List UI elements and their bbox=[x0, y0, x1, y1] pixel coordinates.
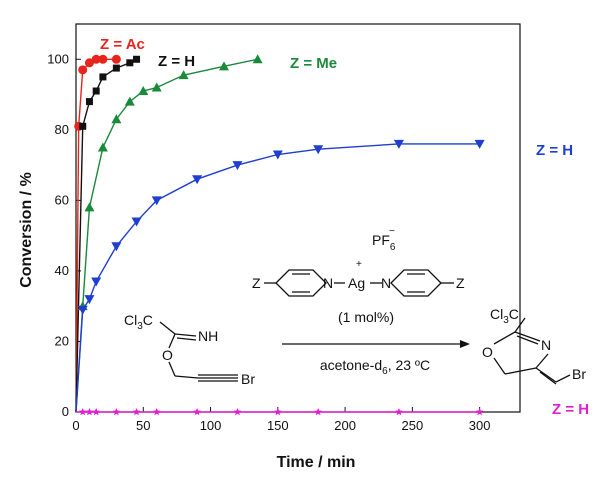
data-point-series-1 bbox=[112, 64, 120, 72]
data-point-series-3 bbox=[313, 145, 324, 155]
data-point-series-4 bbox=[274, 408, 282, 416]
series-label-ac: Z = Ac bbox=[100, 36, 145, 53]
data-point-series-2 bbox=[219, 61, 229, 71]
conditions: acetone-d6, 23 ºC bbox=[320, 357, 430, 377]
n-left: N bbox=[323, 275, 333, 291]
z-right: Z bbox=[456, 275, 465, 291]
x-tick-label: 150 bbox=[267, 418, 289, 433]
data-point-series-4 bbox=[112, 408, 121, 416]
x-tick-label: 250 bbox=[402, 418, 424, 433]
y-tick-label: 80 bbox=[55, 122, 69, 137]
data-point-series-3 bbox=[474, 139, 485, 149]
data-point-series-3 bbox=[192, 175, 203, 185]
data-point-series-3 bbox=[131, 217, 142, 227]
ticks: 0 50 100 150 200 250 300 0 20 40 60 80 100 bbox=[47, 51, 490, 433]
data-point-series-3 bbox=[84, 295, 95, 305]
data-point-series-3 bbox=[91, 277, 102, 287]
data-point-series-2 bbox=[97, 142, 108, 152]
product-o: O bbox=[482, 344, 493, 360]
n-right: N bbox=[381, 275, 391, 291]
y-axis-title: Conversion / % bbox=[18, 172, 35, 288]
data-point-series-0 bbox=[111, 54, 121, 64]
data-point-series-2 bbox=[111, 114, 122, 124]
data-point-series-0 bbox=[91, 54, 101, 64]
y-tick-label: 60 bbox=[55, 192, 69, 207]
y-tick-label: 20 bbox=[55, 333, 69, 348]
substrate-o: O bbox=[162, 347, 173, 363]
data-point-series-3 bbox=[151, 196, 162, 206]
data-point-series-2 bbox=[124, 96, 135, 106]
z-left: Z bbox=[252, 275, 261, 291]
data-point-series-2 bbox=[252, 54, 263, 64]
y-tick-label: 0 bbox=[62, 404, 69, 419]
data-point-series-2 bbox=[151, 82, 162, 92]
data-point-series-4 bbox=[395, 408, 403, 416]
data-point-series-4 bbox=[78, 408, 87, 416]
substrate-cl3c: Cl3C bbox=[124, 312, 153, 332]
metal: Ag bbox=[348, 275, 365, 291]
product-cl3c: Cl3C bbox=[490, 306, 519, 326]
pyridine-right bbox=[370, 269, 454, 297]
series-line-0 bbox=[75, 58, 117, 413]
pyridine-left bbox=[264, 269, 345, 297]
product-n: N bbox=[541, 337, 551, 353]
data-point-series-0 bbox=[78, 65, 88, 75]
substrate-bonds bbox=[159, 321, 238, 382]
data-point-series-4 bbox=[233, 408, 242, 416]
axes bbox=[75, 23, 521, 413]
product-br: Br bbox=[572, 366, 586, 382]
y-tick-label: 100 bbox=[47, 51, 69, 66]
data-point-series-3 bbox=[111, 242, 122, 252]
series-label-me: Z = Me bbox=[290, 55, 337, 72]
data-point-series-4 bbox=[92, 408, 100, 416]
data-point-series-1 bbox=[85, 98, 93, 106]
x-tick-label: 300 bbox=[469, 418, 491, 433]
series-label-h-black: Z = H bbox=[158, 53, 195, 70]
data-point-series-2 bbox=[138, 86, 149, 96]
data-point-series-1 bbox=[133, 55, 141, 63]
substrate-nh: NH bbox=[198, 328, 218, 344]
data-point-series-1 bbox=[92, 87, 100, 95]
data-point-series-1 bbox=[79, 122, 87, 130]
data-point-series-2 bbox=[84, 202, 95, 212]
data-point-series-4 bbox=[132, 408, 141, 416]
y-tick-label: 40 bbox=[55, 263, 69, 278]
catalyst-loading: (1 mol%) bbox=[338, 309, 394, 325]
series-label-h-blue: Z = H bbox=[536, 142, 573, 159]
data-point-series-4 bbox=[193, 408, 201, 416]
series-points bbox=[74, 54, 485, 416]
series-line-1 bbox=[75, 58, 137, 413]
plot-frame bbox=[75, 23, 521, 413]
data-point-series-0 bbox=[98, 54, 108, 64]
counterion-charge: − bbox=[389, 226, 395, 237]
data-point-series-3 bbox=[77, 305, 88, 315]
x-tick-label: 100 bbox=[200, 418, 222, 433]
data-point-series-3 bbox=[272, 150, 283, 160]
x-tick-label: 0 bbox=[72, 418, 79, 433]
data-point-series-1 bbox=[126, 59, 134, 67]
data-point-series-0 bbox=[84, 58, 94, 68]
product-bonds bbox=[493, 317, 571, 385]
data-point-series-2 bbox=[178, 70, 189, 80]
reaction-arrow bbox=[282, 340, 470, 348]
reaction-scheme: PF6 − + Z N Ag N Z (1 mol%) bbox=[124, 226, 586, 387]
data-point-series-3 bbox=[393, 139, 404, 149]
counterion: PF6 bbox=[372, 232, 396, 253]
x-axis-title: Time / min bbox=[277, 454, 356, 471]
x-tick-label: 50 bbox=[136, 418, 150, 433]
data-point-series-4 bbox=[85, 408, 94, 416]
data-point-series-3 bbox=[232, 161, 243, 171]
data-point-series-4 bbox=[152, 408, 161, 416]
cation-charge: + bbox=[356, 259, 362, 270]
x-tick-label: 200 bbox=[334, 418, 356, 433]
substrate-br: Br bbox=[241, 371, 255, 387]
series-label-h-magenta: Z = H bbox=[552, 401, 589, 418]
data-point-series-1 bbox=[99, 73, 107, 81]
data-point-series-4 bbox=[475, 408, 484, 416]
data-point-series-4 bbox=[314, 408, 322, 416]
